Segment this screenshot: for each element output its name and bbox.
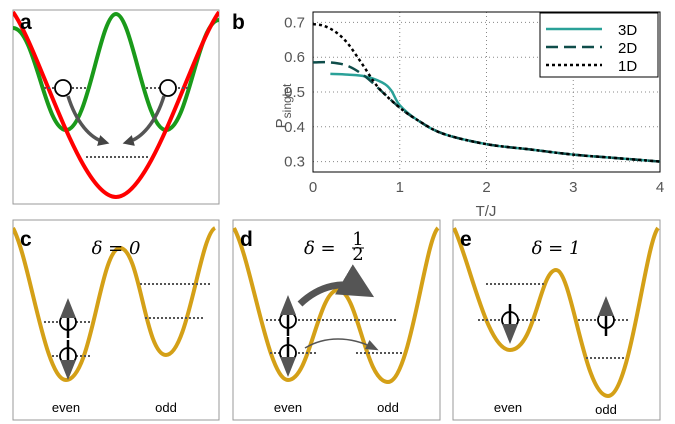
panel-letter-b: b [232, 11, 245, 34]
double-well-curve-e [453, 226, 660, 399]
spin-down-e [501, 304, 519, 344]
y-tick-label-2: 0.5 [284, 84, 305, 101]
y-axis-label-sub: singlet [280, 83, 294, 118]
y-axis-label-group: Psinglet [273, 83, 294, 128]
spin-down-c [59, 340, 77, 380]
panel-a-frame [12, 9, 220, 205]
double-well-curve-c [13, 226, 217, 383]
panel-e: e δ = 1 even odd [452, 219, 661, 421]
red-harmonic-curve [13, 10, 219, 200]
spin-down-d [279, 337, 297, 377]
tunnel-arrow-thin [304, 338, 379, 351]
singlet-chart: 0 1 2 3 4 0.3 0.4 0.5 0.6 0.7 T/J Psinglet 3D 2D … [273, 11, 664, 220]
x-tick-label-1: 1 [396, 179, 404, 196]
atom-left [54, 79, 72, 97]
arrow-right-merge [122, 95, 166, 146]
delta-d-numerator: 1 [352, 229, 363, 250]
even-label-d: even [274, 400, 302, 415]
panel-letter-d: d [240, 228, 253, 251]
chart-ticks: 0 1 2 3 4 0.3 0.4 0.5 0.6 0.7 [284, 14, 664, 196]
odd-label-e: odd [595, 402, 617, 417]
panel-b: b 0 1 2 3 4 0.3 0.4 0.5 0.6 0.7 T/J Psinglet 3D 2… [232, 11, 664, 220]
even-label-c: even [52, 400, 80, 415]
odd-label-d: odd [377, 400, 399, 415]
legend-label-3d: 3D [618, 22, 637, 39]
y-tick-label-1: 0.4 [284, 119, 305, 136]
series-line-1d [312, 22, 661, 163]
atom-right [159, 79, 177, 97]
panel-a: a [12, 9, 220, 205]
y-tick-label-3: 0.6 [284, 49, 305, 66]
legend: 3D 2D 1D [539, 12, 659, 78]
panel-c: c δ = 0 even odd [12, 219, 220, 421]
delta-e: δ = 1 [532, 238, 581, 259]
green-lattice-curve [13, 11, 219, 133]
panel-d-frame [232, 219, 441, 421]
delta-d-denominator: 2 [352, 244, 363, 265]
y-tick-label-4: 0.7 [284, 14, 305, 31]
odd-label-c: odd [155, 400, 177, 415]
x-tick-label-0: 0 [309, 179, 317, 196]
legend-box [539, 12, 659, 78]
spin-up-d [279, 295, 297, 336]
legend-label-2d: 2D [618, 40, 637, 57]
spin-up-c [59, 298, 77, 338]
x-tick-label-3: 3 [569, 179, 577, 196]
plot-frame [312, 11, 661, 173]
arrow-left-merge [66, 95, 110, 146]
x-tick-label-4: 4 [656, 179, 664, 196]
y-axis-label: Psinglet [273, 83, 294, 128]
y-tick-label-0: 0.3 [284, 154, 305, 171]
series-line-3d [330, 72, 661, 163]
x-tick-label-2: 2 [482, 179, 490, 196]
legend-label-1d: 1D [618, 58, 637, 75]
even-label-e: even [494, 400, 522, 415]
panel-d: d δ = 1 2 even odd [232, 219, 441, 421]
panel-letter-e: e [460, 228, 472, 251]
panel-letter-c: c [20, 228, 32, 251]
delta-c: δ = 0 [92, 238, 141, 259]
x-axis-label: T/J [476, 203, 497, 220]
tunnel-arrow-thick [297, 264, 375, 307]
chart-series [312, 22, 661, 163]
delta-d-prefix: δ = [304, 238, 336, 259]
panel-letter-a: a [20, 11, 32, 34]
spin-up-e [597, 296, 615, 336]
y-axis-label-main: P [273, 118, 290, 128]
